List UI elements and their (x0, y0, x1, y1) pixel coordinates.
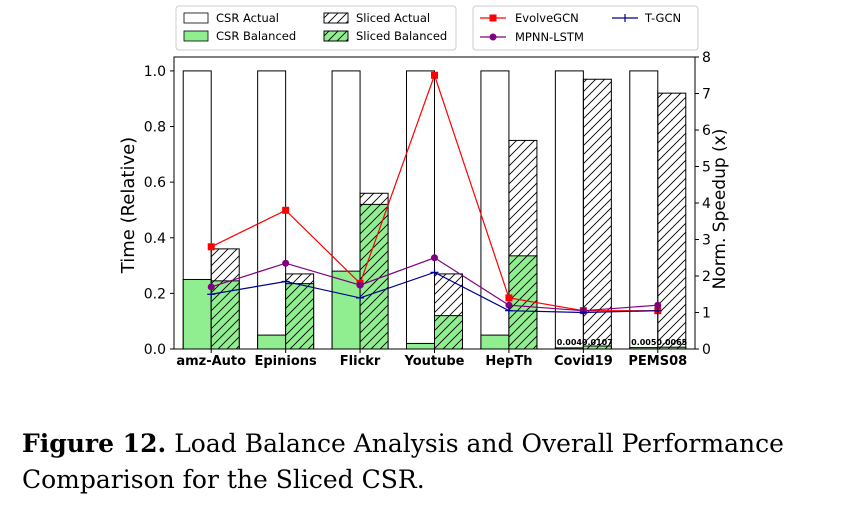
legend-box-lines (472, 5, 699, 51)
bar-csr-balanced-flickr (331, 270, 361, 350)
x-tick-label-covid19: Covid19 (554, 354, 613, 369)
annotation-csr-covid19: 0.004 (557, 338, 583, 347)
point-mpnn-lstm-epinions (282, 259, 290, 267)
annotation-sliced-covid19: 0.0107 (582, 338, 613, 347)
figure-label: Figure 12. (22, 429, 167, 458)
point-t-gcn-hepth (504, 306, 513, 315)
y-tick-label-0-2: 0.2 (144, 286, 166, 302)
point-t-gcn-amz-auto (207, 290, 216, 299)
y2-tick-label-8: 8 (702, 50, 711, 66)
point-t-gcn-flickr (356, 293, 365, 302)
lines-layer (207, 71, 662, 317)
bar-csr-actual-hepth (480, 70, 510, 350)
y2-axis-label: Norm. Speedup (x) (710, 129, 730, 290)
legend-box-bars (175, 5, 457, 51)
bar-csr-balanced-hepth (480, 334, 510, 350)
caption-text: Load Balance Analysis and Overall Perfor… (22, 429, 784, 494)
y2-tick-label-2: 2 (702, 269, 711, 285)
bar-sliced-balanced-hatch-amz-auto (210, 280, 240, 350)
bar-csr-actual-covid19 (554, 70, 584, 350)
point-mpnn-lstm-youtube (431, 254, 438, 262)
point-t-gcn-pems08 (653, 306, 662, 315)
x-tick-label-hepth: HepTh (485, 354, 532, 369)
y-tick-label-0-6: 0.6 (144, 175, 166, 191)
y2-tick-label-7: 7 (702, 87, 711, 103)
y-tick-label-0-8: 0.8 (144, 120, 166, 136)
bar-csr-actual-epinions (257, 70, 287, 350)
bar-csr-balanced-youtube (406, 342, 435, 350)
y2-tick-label-6: 6 (702, 123, 711, 139)
point-evolvegcn-amz-auto (207, 243, 215, 251)
legend-label-csr-actual: CSR Actual (216, 11, 279, 25)
point-evolvegcn-hepth (505, 294, 513, 302)
y2-tick-label-3: 3 (702, 233, 711, 249)
bar-csr-actual-youtube (406, 70, 435, 350)
legend-line-evolvegcn-marker (489, 14, 497, 22)
bars-layer: 0.004 0.0107 0.005 0.0065 (182, 70, 688, 350)
chart: 0.004 0.0107 0.005 0.0065 amz-Auto Epinions F… (118, 5, 730, 369)
legend-swatch-sliced-balanced-hatch (323, 30, 349, 42)
x-tick-label-youtube: Youtube (404, 354, 465, 369)
legend-label-mpnn-lstm: MPNN-LSTM (515, 30, 584, 44)
y-tick-label-0-4: 0.4 (144, 231, 166, 247)
x-tick-label-amz-auto: amz-Auto (176, 354, 246, 369)
y2-tick-label-0: 0 (702, 342, 711, 358)
axes-layer: amz-Auto Epinions Flickr Youtube HepTh Covid1… (118, 50, 730, 369)
legend-swatch-sliced-actual-hatch (323, 12, 349, 24)
legend-label-sliced-actual: Sliced Actual (356, 11, 430, 25)
y2-tick-label-5: 5 (702, 160, 711, 176)
legend-swatch-csr-actual (183, 12, 209, 24)
x-tick-label-epinions: Epinions (255, 354, 318, 369)
point-evolvegcn-youtube (431, 71, 438, 79)
legend-label-t-gcn: T-GCN (644, 11, 681, 25)
legend-label-evolvegcn: EvolveGCN (515, 11, 579, 25)
annotation-csr-pems08: 0.005 (631, 338, 657, 347)
bar-sliced-balanced-hatch-epinions (285, 283, 315, 350)
bar-csr-actual-pems08 (629, 70, 659, 350)
y-tick-label-1-0: 1.0 (144, 64, 166, 80)
legend: CSR Actual CSR Balanced Sliced Actual Slice… (175, 5, 699, 51)
point-t-gcn-youtube (430, 268, 439, 277)
legend-label-sliced-balanced: Sliced Balanced (356, 29, 447, 43)
point-mpnn-lstm-hepth (505, 301, 513, 309)
bar-sliced-balanced-hatch-youtube (434, 315, 463, 350)
y-axis-label: Time (Relative) (118, 137, 139, 274)
x-tick-label-pems08: PEMS08 (628, 354, 687, 369)
point-t-gcn-epinions (281, 277, 290, 286)
point-mpnn-lstm-flickr (356, 281, 364, 289)
y2-tick-label-4: 4 (702, 196, 711, 212)
legend-swatch-csr-balanced (183, 30, 209, 42)
x-tick-label-flickr: Flickr (340, 354, 381, 369)
point-mpnn-lstm-pems08 (654, 301, 662, 309)
legend-line-mpnn-lstm-marker (489, 33, 497, 41)
legend-label-csr-balanced: CSR Balanced (216, 29, 296, 43)
bar-csr-balanced-epinions (257, 334, 287, 350)
figure-caption: Figure 12. Load Balance Analysis and Over… (22, 426, 842, 498)
point-t-gcn-covid19 (579, 308, 588, 317)
bar-csr-balanced-amz-auto (182, 278, 212, 350)
point-mpnn-lstm-amz-auto (207, 283, 215, 291)
y2-tick-label-1: 1 (702, 306, 711, 322)
annotation-sliced-pems08: 0.0065 (656, 338, 687, 347)
y-tick-label-0-0: 0.0 (144, 342, 166, 358)
point-evolvegcn-epinions (282, 206, 290, 214)
bar-sliced-actual-pems08 (657, 92, 687, 350)
